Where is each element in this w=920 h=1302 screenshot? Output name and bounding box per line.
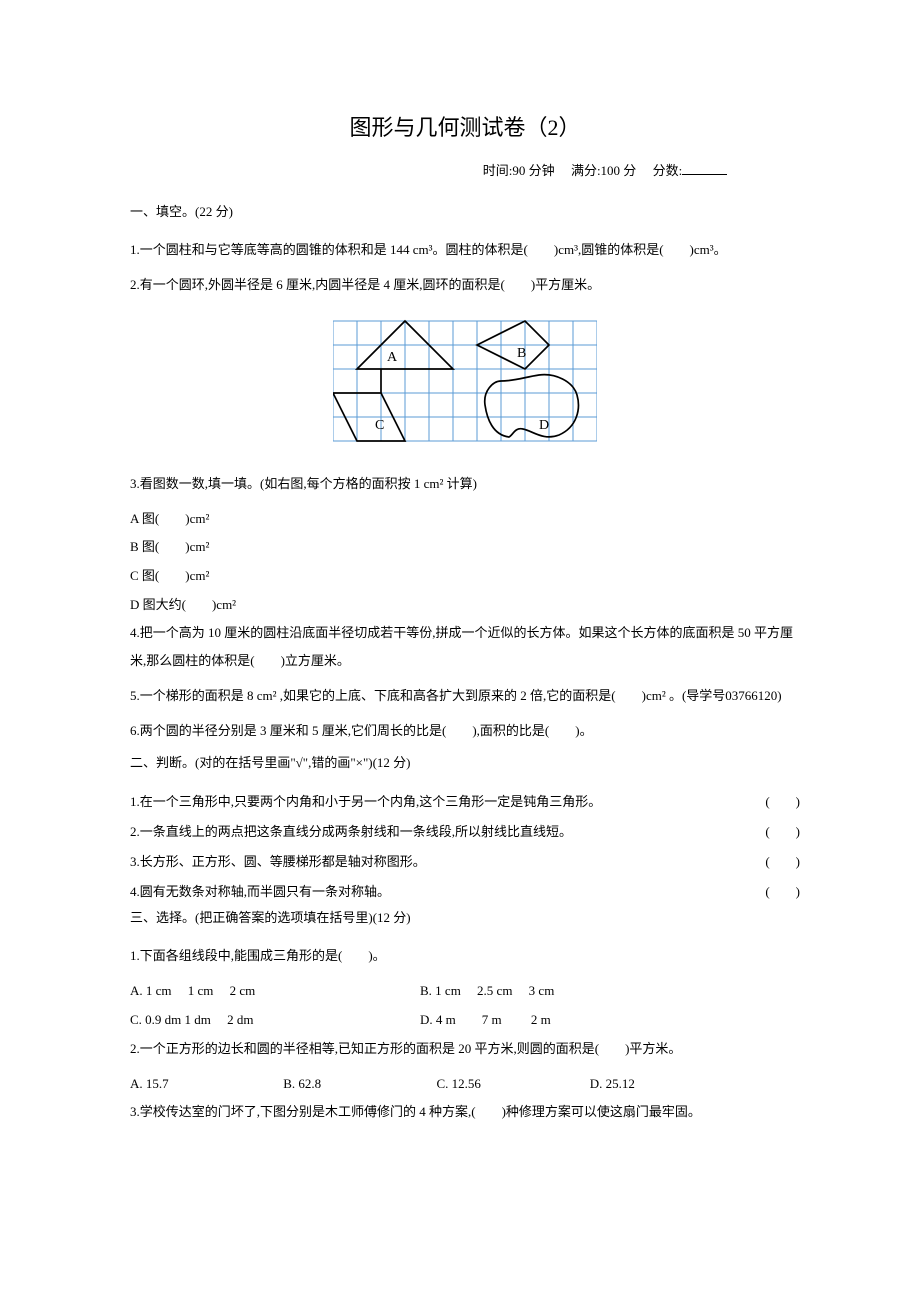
s3-q1-opts-row2: C. 0.9 dm 1 dm 2 dm D. 4 m 7 m 2 m — [130, 1006, 800, 1035]
s3-q2: 2.一个正方形的边长和圆的半径相等,已知正方形的面积是 20 平方米,则圆的面积… — [130, 1035, 800, 1062]
s3-q2-opt-b: B. 62.8 — [283, 1070, 433, 1099]
figure-label-b: B — [517, 346, 526, 361]
paren-blank: ( ) — [740, 847, 800, 877]
s3-q1: 1.下面各组线段中,能围成三角形的是( )。 — [130, 942, 800, 969]
s2-q4-text: 4.圆有无数条对称轴,而半圆只有一条对称轴。 — [130, 877, 740, 907]
figure-label-d: D — [539, 418, 549, 433]
s2-q2-text: 2.一条直线上的两点把这条直线分成两条射线和一条线段,所以射线比直线短。 — [130, 817, 740, 847]
s1-q3b: B 图( )cm² — [130, 533, 800, 562]
s1-q2: 2.有一个圆环,外圆半径是 6 厘米,内圆半径是 4 厘米,圆环的面积是( )平… — [130, 271, 800, 298]
section1-heading: 一、填空。(22 分) — [130, 201, 800, 220]
s2-q1-text: 1.在一个三角形中,只要两个内角和小于另一个内角,这个三角形一定是钝角三角形。 — [130, 787, 740, 817]
s3-q2-opts: A. 15.7 B. 62.8 C. 12.56 D. 25.12 — [130, 1070, 800, 1099]
meta-row: 时间:90 分钟 满分:100 分 分数: — [130, 160, 800, 179]
time-label: 时间:90 分钟 — [483, 163, 555, 178]
score-label: 分数: — [653, 163, 683, 178]
s2-q1: 1.在一个三角形中,只要两个内角和小于另一个内角,这个三角形一定是钝角三角形。 … — [130, 787, 800, 817]
s3-q1-opt-c: C. 0.9 dm 1 dm 2 dm — [130, 1006, 420, 1035]
s1-q3: 3.看图数一数,填一填。(如右图,每个方格的面积按 1 cm² 计算) — [130, 470, 800, 497]
section2-heading: 二、判断。(对的在括号里画"√",错的画"×")(12 分) — [130, 752, 800, 771]
s3-q2-opt-d: D. 25.12 — [590, 1070, 740, 1099]
s1-q3c: C 图( )cm² — [130, 562, 800, 591]
figure-label-c: C — [375, 418, 384, 433]
paren-blank: ( ) — [740, 817, 800, 847]
s1-q3d: D 图大约( )cm² — [130, 591, 800, 620]
full-score-label: 满分:100 分 — [571, 163, 636, 178]
s2-q4: 4.圆有无数条对称轴,而半圆只有一条对称轴。 ( ) — [130, 877, 800, 907]
paren-blank: ( ) — [740, 877, 800, 907]
s3-q2-opt-c: C. 12.56 — [437, 1070, 587, 1099]
score-blank — [682, 161, 727, 175]
s1-q6: 6.两个圆的半径分别是 3 厘米和 5 厘米,它们周长的比是( ),面积的比是(… — [130, 717, 800, 744]
s1-q5: 5.一个梯形的面积是 8 cm² ,如果它的上底、下底和高各扩大到原来的 2 倍… — [130, 682, 800, 709]
paren-blank: ( ) — [740, 787, 800, 817]
s3-q2-opt-a: A. 15.7 — [130, 1070, 280, 1099]
s3-q1-opt-a: A. 1 cm 1 cm 2 cm — [130, 977, 420, 1006]
s1-q1: 1.一个圆柱和与它等底等高的圆锥的体积和是 144 cm³。圆柱的体积是( )c… — [130, 236, 800, 263]
section3-heading: 三、选择。(把正确答案的选项填在括号里)(12 分) — [130, 907, 800, 926]
s1-q3a: A 图( )cm² — [130, 505, 800, 534]
s2-q3: 3.长方形、正方形、圆、等腰梯形都是轴对称图形。 ( ) — [130, 847, 800, 877]
s1-q4: 4.把一个高为 10 厘米的圆柱沿底面半径切成若干等份,拼成一个近似的长方体。如… — [130, 619, 800, 674]
s3-q1-opt-b: B. 1 cm 2.5 cm 3 cm — [420, 977, 710, 1006]
s2-q2: 2.一条直线上的两点把这条直线分成两条射线和一条线段,所以射线比直线短。 ( ) — [130, 817, 800, 847]
page-title: 图形与几何测试卷（2） — [130, 110, 800, 142]
figure-label-a: A — [387, 350, 398, 365]
grid-figure: A B C D — [130, 317, 800, 452]
s3-q1-opts-row1: A. 1 cm 1 cm 2 cm B. 1 cm 2.5 cm 3 cm — [130, 977, 800, 1006]
s3-q3: 3.学校传达室的门坏了,下图分别是木工师傅修门的 4 种方案,( )种修理方案可… — [130, 1098, 800, 1125]
s3-q1-opt-d: D. 4 m 7 m 2 m — [420, 1006, 710, 1035]
s2-q3-text: 3.长方形、正方形、圆、等腰梯形都是轴对称图形。 — [130, 847, 740, 877]
